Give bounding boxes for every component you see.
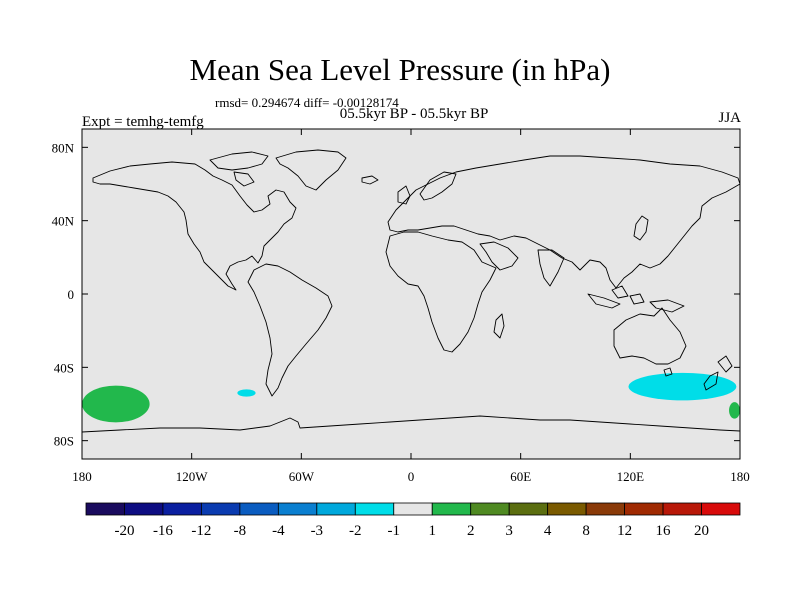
colorbar-label: -8 [234,523,247,539]
coastline-iceland [361,175,379,185]
coastline-south-america [247,263,333,397]
colorbar-label: -16 [153,523,173,539]
anomaly-region-1 [82,385,150,423]
x-tick-label: 60E [510,469,531,484]
colorbar: -20 -16 -12 -8 -4 -3 -2 -1 1 2 3 4 8 12 16 20 [85,502,741,539]
experiment-label: Expt = temhg-temfg [82,114,204,130]
anomaly-region-3 [628,372,737,401]
x-tick-label: 120W [176,469,209,484]
colorbar-bin [124,502,164,516]
colorbar-label: -1 [388,523,401,539]
rmsd-diff-stats: rmsd= 0.294674 diff= -0.00128174 [215,95,399,110]
colorbar-label: -2 [349,523,362,539]
colorbar-bin [701,502,741,516]
coastline-arabia [479,241,519,271]
colorbar-label: -20 [114,523,134,539]
colorbar-bin [508,502,549,516]
x-tick-label: 0 [408,469,415,484]
coastline-scandinavia [419,171,457,201]
colorbar-bin [85,502,125,516]
anomaly-region-2 [237,389,256,397]
coastline-antarctica [82,415,740,433]
colorbar-bin [201,502,241,516]
coastline-tasmania [663,367,673,377]
chart-subtitle: 05.5kyr BP - 05.5kyr BP [339,106,489,122]
colorbar-bin [277,502,318,516]
colorbar-bin [393,502,433,516]
colorbar-label: -3 [311,523,324,539]
y-tick-label: 80N [52,140,75,155]
colorbar-label: 20 [694,523,709,539]
y-tick-label: 0 [68,287,75,302]
x-tick-label: 60W [289,469,315,484]
y-tick-label: 40S [54,360,74,375]
coastline-indonesia [587,285,685,313]
coastline-new-zealand [703,355,733,391]
colorbar-bin [624,502,664,516]
coastline-greenland [275,149,347,191]
colorbar-bin [316,502,356,516]
coastline-india [537,249,565,287]
colorbar-label: -4 [272,523,285,539]
colorbar-bin [470,502,510,516]
colorbar-bin [585,502,625,516]
coastline-arctic-islands [209,151,269,187]
chart-title: Mean Sea Level Pressure (in hPa) [189,52,611,87]
colorbar-bin [662,502,702,516]
colorbar-label: 1 [428,523,436,539]
y-tick-label: 40N [52,214,75,229]
coastlines [82,149,740,433]
x-axis: 180 120W 60W 0 60E 120E 180 [72,129,750,484]
colorbar-bin [354,502,395,516]
y-axis: 80N 40N 0 40S 80S [52,140,740,449]
season-label: JJA [718,110,741,126]
x-tick-label: 180 [730,469,750,484]
coastline-australia [613,307,687,365]
colorbar-label: 2 [467,523,475,539]
colorbar-label: 3 [505,523,513,539]
anomaly-region-4 [729,402,740,419]
coastline-africa [385,231,497,353]
coastline-madagascar [493,313,505,339]
coastline-north-america [92,161,297,291]
coastline-eurasia [387,155,740,289]
colorbar-label: 12 [617,523,632,539]
x-tick-label: 120E [617,469,645,484]
coastline-british-isles [397,185,411,205]
colorbar-label: 16 [656,523,672,539]
coastline-japan [633,215,649,241]
colorbar-bin [239,502,279,516]
map-background [82,129,740,459]
colorbar-label: 8 [582,523,590,539]
y-tick-label: 80S [54,434,74,449]
anomaly-layer [82,372,740,423]
x-tick-label: 180 [72,469,92,484]
colorbar-bin [162,502,202,516]
colorbar-label: -12 [191,523,211,539]
colorbar-label: 4 [544,523,552,539]
colorbar-bin [547,502,587,516]
colorbar-bin [431,502,472,516]
